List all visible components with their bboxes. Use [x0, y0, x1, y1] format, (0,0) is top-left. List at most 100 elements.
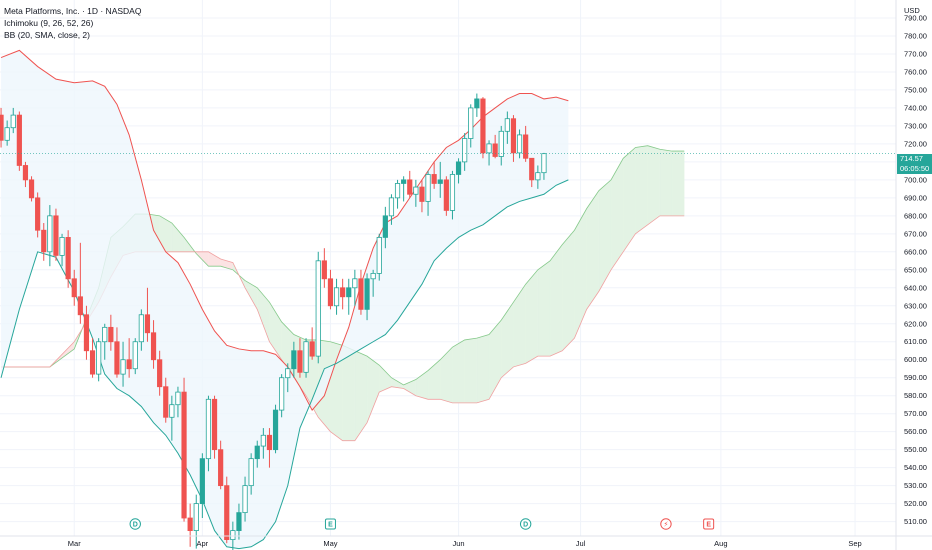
- candle-down: [0, 114, 4, 141]
- cloud-segment: [549, 244, 563, 357]
- symbol-title[interactable]: Meta Platforms, Inc. · 1D · NASDAQ: [4, 6, 142, 16]
- price-tick-label: 590.00: [904, 373, 927, 382]
- last-price-badge: 714.57 06:05:50: [897, 154, 932, 174]
- candle-up: [175, 391, 181, 406]
- price-tick-label: 560.00: [904, 427, 927, 436]
- cloud-segment: [659, 149, 673, 216]
- price-tick-label: 700.00: [904, 175, 927, 184]
- candle-up: [138, 314, 144, 343]
- candle-down: [480, 98, 486, 154]
- candle-up: [425, 174, 431, 202]
- price-tick-label: 650.00: [904, 265, 927, 274]
- candle-up: [132, 341, 138, 370]
- candle-up: [193, 503, 199, 532]
- price-tick-label: 760.00: [904, 67, 927, 76]
- bollinger-legend[interactable]: BB (20, SMA, close, 2): [4, 30, 90, 40]
- candle-up: [4, 127, 10, 141]
- time-axis[interactable]: Mar Apr May Jun Jul Aug Sep: [68, 539, 862, 548]
- candle-up: [248, 458, 254, 487]
- candle-up: [462, 138, 468, 163]
- candle-up: [59, 237, 65, 256]
- candle-down: [65, 237, 71, 280]
- price-tick-label: 570.00: [904, 409, 927, 418]
- bar-countdown: 06:05:50: [900, 163, 930, 173]
- candle-up: [352, 278, 358, 289]
- price-tick-label: 620.00: [904, 319, 927, 328]
- cloud-segment: [476, 334, 490, 404]
- candle-down: [181, 391, 187, 519]
- time-tick-label: Mar: [68, 539, 81, 548]
- last-price-value: 714.57: [900, 154, 923, 163]
- price-tick-label: 510.00: [904, 517, 927, 526]
- price-tick-label: 790.00: [904, 13, 927, 22]
- ichimoku-legend[interactable]: Ichimoku (9, 26, 52, 26): [4, 18, 94, 28]
- candle-up: [437, 179, 443, 184]
- candle-up: [10, 114, 16, 129]
- candle-up: [413, 186, 419, 195]
- currency-label[interactable]: USD: [904, 6, 920, 15]
- candle-down: [157, 359, 163, 388]
- candle-down: [16, 114, 22, 166]
- time-tick-label: Apr: [197, 539, 209, 548]
- ichimoku-cloud: [1, 145, 685, 442]
- price-tick-label: 770.00: [904, 49, 927, 58]
- candle-down: [150, 332, 157, 361]
- candle-up: [535, 172, 541, 181]
- candle-down: [309, 341, 315, 357]
- cloud-segment: [647, 145, 660, 226]
- time-tick-label: Sep: [848, 539, 861, 548]
- candle-down: [187, 517, 193, 532]
- chart-legend: Meta Platforms, Inc. · 1D · NASDAQ Ichim…: [4, 5, 141, 41]
- candle-down: [510, 118, 517, 154]
- candle-up: [388, 197, 395, 217]
- candle-up: [260, 434, 266, 447]
- candle-up: [199, 458, 205, 505]
- price-tick-label: 780.00: [904, 31, 927, 40]
- cloud-segment: [586, 190, 599, 310]
- split-marker-label: ⚡: [663, 521, 668, 529]
- price-tick-label: 520.00: [904, 499, 927, 508]
- bb-upper-band: [0, 49, 569, 411]
- candle-up: [230, 530, 236, 540]
- dividend-marker-label: D: [523, 522, 528, 529]
- bb-lower-band: [0, 179, 569, 550]
- price-tick-label: 630.00: [904, 301, 927, 310]
- earnings-marker-label: E: [328, 522, 333, 529]
- price-tick-label: 690.00: [904, 193, 927, 202]
- candle-up: [291, 350, 297, 370]
- cloud-segment: [562, 229, 575, 352]
- candle-down: [266, 434, 273, 451]
- candle-up: [401, 179, 407, 184]
- candle-down: [163, 386, 169, 418]
- candle-up: [315, 260, 321, 357]
- candle-down: [218, 449, 224, 487]
- earnings-marker: [324, 518, 336, 530]
- candle-up: [205, 398, 212, 460]
- candle-up: [242, 485, 248, 514]
- price-tick-label: 610.00: [904, 337, 927, 346]
- time-tick-label: May: [323, 539, 337, 548]
- candle-down: [126, 359, 132, 370]
- earnings-marker-label: E: [706, 522, 711, 529]
- candle-down: [340, 287, 346, 298]
- candle-down: [41, 229, 47, 253]
- price-tick-label: 670.00: [904, 229, 927, 238]
- candle-down: [358, 278, 364, 310]
- candle-down: [114, 341, 120, 375]
- price-tick-label: 740.00: [904, 103, 927, 112]
- candle-down: [28, 179, 35, 199]
- candle-up: [376, 237, 382, 274]
- earnings-marker: [703, 518, 715, 530]
- candle-up: [47, 215, 53, 253]
- candle-down: [53, 215, 59, 256]
- candle-up: [449, 174, 456, 211]
- candle-down: [297, 350, 303, 373]
- candle-down: [108, 326, 114, 343]
- cloud-segment: [452, 339, 465, 404]
- candle-up: [279, 377, 285, 411]
- candle-down: [407, 179, 413, 195]
- price-tick-label: 540.00: [904, 463, 927, 472]
- price-axis[interactable]: 510.00 520.00 530.00 540.00 550.00 560.00 570.…: [904, 13, 927, 526]
- price-tick-label: 660.00: [904, 247, 927, 256]
